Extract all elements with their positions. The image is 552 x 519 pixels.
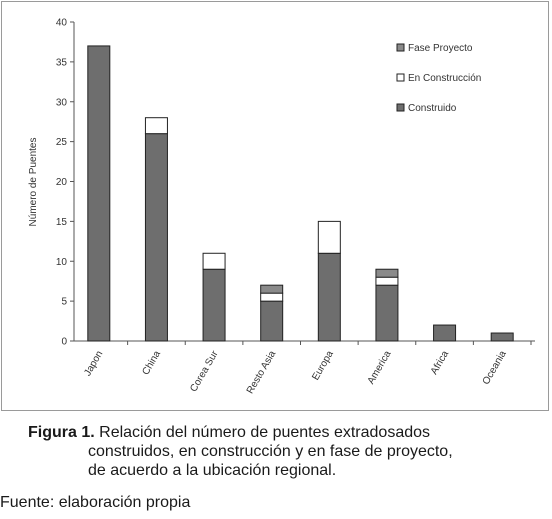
y-tick-label: 40 bbox=[56, 18, 68, 29]
caption-line-3: de acuerdo a la ubicación regional. bbox=[88, 462, 337, 479]
bar-en-construcción bbox=[260, 292, 284, 302]
x-tick-label: America bbox=[366, 349, 394, 387]
x-tick-label: Oceania bbox=[481, 349, 509, 387]
bar-en-construcción bbox=[317, 220, 341, 254]
bar-construido bbox=[144, 133, 168, 342]
caption-line-1: Figura 1. Relación del número de puentes… bbox=[28, 423, 543, 442]
bar-en-construcción bbox=[375, 276, 399, 286]
legend-swatch bbox=[396, 73, 405, 82]
caption-line-2: construidos, en construcción y en fase d… bbox=[88, 443, 453, 460]
bar-construido bbox=[433, 324, 457, 342]
figure-caption: Figura 1. Relación del número de puentes… bbox=[28, 423, 543, 480]
legend-swatch bbox=[396, 43, 405, 52]
bar-chart: Japon China Corea Sur Resto Asia Europa Ameri… bbox=[28, 18, 535, 396]
legend-label: Construido bbox=[408, 103, 457, 114]
legend-label: Fase Proyecto bbox=[408, 43, 473, 54]
y-tick-label: 15 bbox=[56, 217, 68, 228]
y-tick-label: 0 bbox=[61, 337, 67, 348]
x-tick-label: Resto Asia bbox=[245, 349, 279, 396]
legend-swatch bbox=[396, 103, 405, 112]
x-tick-label: Japon bbox=[82, 349, 105, 378]
y-tick-label: 10 bbox=[56, 257, 68, 268]
caption-text-1: Relación del número de puentes extradosa… bbox=[99, 424, 431, 441]
bar-construido bbox=[260, 300, 284, 342]
bar-construido bbox=[375, 284, 399, 342]
bar-en-construcción bbox=[144, 117, 168, 135]
legend-label: En Construcción bbox=[408, 73, 481, 84]
bar-fase-proyecto bbox=[375, 268, 399, 278]
bar-construido bbox=[87, 45, 111, 342]
x-tick-label: Europa bbox=[310, 349, 336, 383]
bar-construido bbox=[317, 252, 341, 342]
caption-label: Figura 1. bbox=[28, 424, 95, 441]
bar-construido bbox=[202, 268, 226, 342]
source-note: Fuente: elaboración propia bbox=[0, 494, 191, 511]
chart-legend: Fase Proyecto En Construcción Construido bbox=[396, 43, 481, 114]
bar-construido bbox=[490, 332, 514, 342]
y-tick-label: 30 bbox=[56, 97, 68, 108]
y-tick-label: 35 bbox=[56, 57, 68, 68]
x-tick-label: China bbox=[140, 349, 163, 378]
x-tick-labels: Japon China Corea Sur Resto Asia Europa Ameri… bbox=[82, 348, 509, 395]
y-tick-label: 25 bbox=[56, 137, 68, 148]
y-tick-label: 5 bbox=[61, 297, 67, 308]
bar-en-construcción bbox=[202, 252, 226, 270]
x-tick-label: Africa bbox=[429, 349, 452, 377]
y-axis-label: Número de Puentes bbox=[28, 138, 39, 227]
bar-fase-proyecto bbox=[260, 284, 284, 294]
x-tick-label: Corea Sur bbox=[188, 348, 221, 394]
y-tick-label: 20 bbox=[56, 177, 68, 188]
chart-axes bbox=[70, 21, 535, 345]
chart-bars bbox=[87, 45, 514, 342]
y-tick-labels: 0 5 10 15 20 25 30 35 40 bbox=[56, 18, 68, 348]
